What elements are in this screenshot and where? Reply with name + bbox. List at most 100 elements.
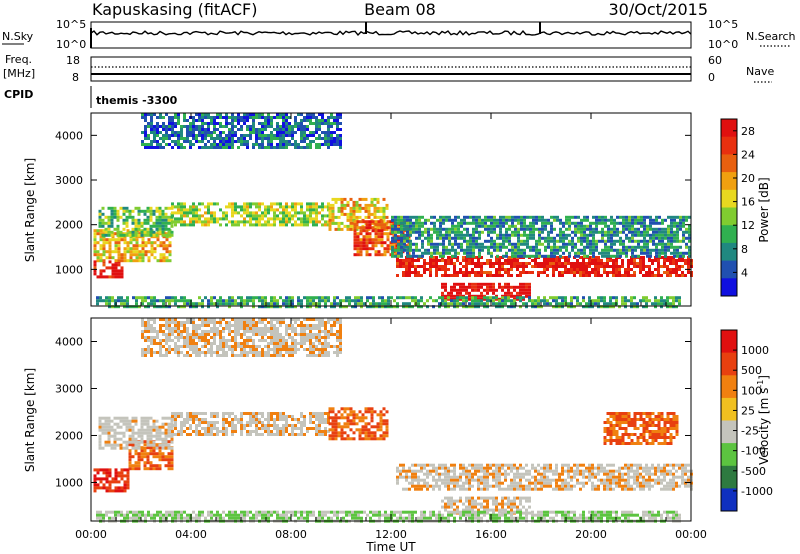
data-cell: [159, 259, 163, 263]
data-cell: [507, 296, 510, 300]
data-cell: [279, 223, 282, 227]
data-cell: [666, 299, 669, 303]
data-cell: [667, 215, 670, 219]
data-cell: [285, 113, 288, 116]
data-cell: [129, 256, 133, 260]
data-cell: [624, 274, 627, 277]
data-cell: [688, 245, 691, 249]
data-cell: [149, 212, 153, 216]
data-cell: [270, 146, 273, 149]
data-cell: [309, 412, 312, 415]
data-cell: [123, 474, 127, 478]
data-cell: [594, 274, 597, 277]
data-cell: [125, 209, 129, 213]
data-cell: [471, 484, 474, 488]
data-cell: [592, 227, 595, 231]
data-cell: [334, 413, 338, 417]
data-cell: [343, 437, 347, 441]
data-cell: [288, 302, 291, 306]
data-cell: [487, 230, 490, 234]
data-cell: [447, 484, 450, 488]
data-cell: [334, 419, 338, 423]
data-cell: [171, 214, 174, 218]
data-cell: [282, 433, 285, 436]
data-cell: [258, 433, 261, 436]
data-cell: [108, 480, 112, 484]
data-cell: [631, 254, 634, 258]
data-cell: [367, 434, 371, 438]
data-cell: [631, 227, 634, 231]
data-cell: [673, 224, 676, 228]
data-cell: [610, 230, 613, 234]
data-cell: [258, 223, 261, 227]
data-cell: [228, 296, 231, 300]
data-cell: [453, 294, 456, 298]
data-cell: [522, 302, 525, 306]
data-cell: [282, 415, 285, 418]
data-cell: [334, 221, 338, 225]
data-cell: [465, 259, 468, 262]
data-cell: [402, 463, 405, 467]
data-cell: [502, 224, 505, 228]
data-cell: [171, 296, 174, 300]
data-cell: [393, 305, 396, 309]
data-cell: [349, 422, 353, 426]
data-cell: [433, 251, 436, 255]
data-cell: [655, 230, 658, 234]
data-cell: [537, 265, 540, 268]
data-cell: [480, 466, 483, 470]
data-cell: [146, 437, 150, 441]
data-cell: [105, 477, 109, 481]
data-cell: [270, 424, 273, 427]
data-cell: [652, 236, 655, 240]
data-cell: [654, 302, 657, 306]
data-cell: [167, 446, 171, 450]
data-cell: [378, 296, 381, 300]
data-cell: [146, 434, 150, 438]
data-cell: [126, 232, 130, 236]
data-cell: [219, 217, 222, 221]
data-cell: [331, 203, 335, 207]
data-cell: [663, 299, 666, 303]
data-cell: [180, 223, 183, 227]
data-cell: [685, 227, 688, 231]
data-cell: [155, 428, 159, 432]
data-cell: [312, 412, 315, 415]
data-cell: [150, 146, 153, 149]
data-cell: [525, 469, 528, 473]
data-cell: [155, 209, 159, 213]
data-cell: [432, 466, 435, 470]
data-cell: [213, 146, 216, 149]
data-cell: [291, 208, 294, 212]
data-cell: [294, 427, 297, 430]
data-cell: [186, 140, 189, 143]
data-cell: [480, 256, 483, 259]
data-cell: [451, 221, 454, 225]
data-cell: [264, 125, 267, 128]
data-cell: [411, 271, 414, 274]
data-cell: [594, 302, 597, 306]
data-cell: [285, 430, 288, 433]
data-cell: [510, 478, 513, 482]
data-cell: [337, 431, 341, 435]
data-cell: [477, 299, 480, 303]
data-cell: [164, 422, 168, 426]
data-cell: [505, 239, 508, 243]
data-cell: [657, 262, 660, 265]
data-cell: [225, 143, 228, 146]
data-cell: [270, 415, 273, 418]
data-cell: [364, 431, 368, 435]
data-cell: [98, 428, 102, 432]
data-cell: [285, 299, 288, 303]
data-cell: [355, 215, 359, 219]
data-cell: [336, 125, 339, 128]
data-cell: [155, 464, 159, 468]
data-cell: [403, 233, 406, 237]
data-cell: [493, 221, 496, 225]
data-cell: [258, 421, 261, 424]
data-cell: [381, 305, 384, 309]
data-cell: [158, 218, 162, 222]
data-cell: [546, 262, 549, 265]
data-cell: [445, 230, 448, 234]
data-cell: [267, 119, 270, 122]
